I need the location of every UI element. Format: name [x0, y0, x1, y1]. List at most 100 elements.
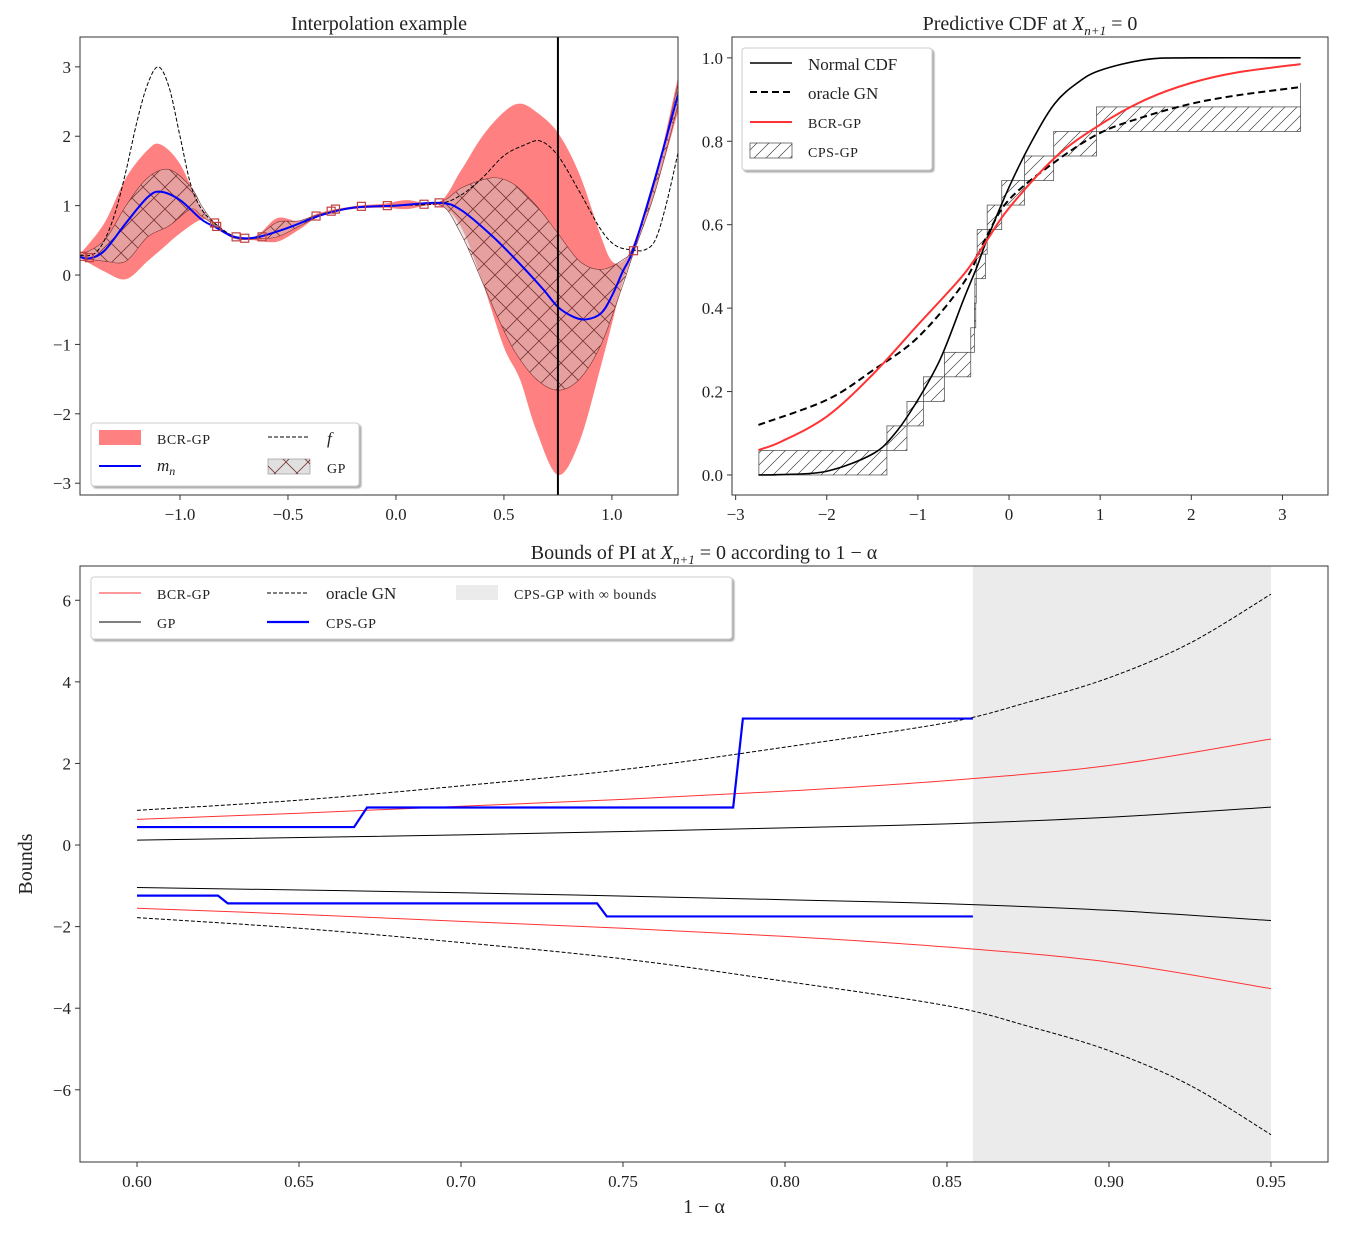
observation-marker: [382, 201, 392, 211]
x-tick-label: 0.5: [493, 505, 514, 524]
title-suffix: = 0 according to 1 − α: [695, 542, 878, 564]
oracle-gn-lower-bound-line: [136, 917, 1272, 1136]
chart-title: Interpolation example: [291, 13, 467, 35]
y-tick-label: 0.8: [702, 132, 723, 151]
x-tick-label: −1: [909, 505, 927, 524]
legend-label-oracle-gn: oracle GN: [326, 584, 396, 603]
observation-marker: [628, 246, 639, 256]
x-tick-label: 2: [1187, 505, 1196, 524]
y-tick-label: 0.2: [702, 383, 723, 402]
y-tick-label: 4: [63, 673, 72, 692]
legend-label-bcr-gp: BCR-GP: [157, 588, 211, 603]
axes-frame: [79, 565, 1329, 1163]
cps-gp-step: [906, 401, 924, 427]
gp-lower-bound-line: [137, 886, 1272, 921]
f-true-function-line: [80, 66, 678, 257]
legend-swatch-bcr-gp: [99, 430, 141, 445]
axes-frame: [79, 36, 679, 496]
y-tick-label: 2: [63, 127, 72, 146]
x-tick-label: 0.70: [446, 1172, 476, 1191]
cps-gp-step: [1096, 106, 1302, 132]
x-tick-label: −1.0: [165, 505, 196, 524]
x-tick-label: 0.90: [1094, 1172, 1124, 1191]
title-subscript: n+1: [1084, 23, 1106, 38]
x-tick-label: 0: [1005, 505, 1014, 524]
bcr-gp-upper-bound-line: [137, 738, 1272, 820]
legend-label-gp: GP: [327, 462, 346, 477]
x-tick-label: 1: [1096, 505, 1105, 524]
x-tick-label: −0.5: [273, 505, 304, 524]
legend-label-normal-cdf: Normal CDF: [808, 55, 897, 74]
y-tick-label: 2: [63, 754, 72, 773]
title-text: Interpolation example: [291, 13, 467, 35]
cps-gp-step: [970, 327, 975, 353]
y-axis-label: Bounds: [15, 833, 37, 894]
y-tick-label: 6: [63, 591, 72, 610]
posterior-mean-line: [80, 94, 678, 321]
x-tick-label: 0.60: [122, 1172, 152, 1191]
legend-label-bcr-gp: BCR-GP: [157, 433, 211, 448]
observation-marker: [434, 198, 444, 208]
legend-label-cps-gp: CPS-GP: [808, 146, 858, 161]
axes-frame: [731, 36, 1329, 496]
interpolation-example-panel: −1.0 −0.5 0.0 0.5 1.0 −3 −2 −1 0 1 2 3 Interpolation…: [53, 13, 679, 524]
legend-swatch-cps-gp: [749, 142, 793, 159]
legend: Normal CDF oracle GN BCR-GP CPS-GP: [741, 47, 933, 171]
chart-title: Predictive CDF at Xn+1 = 0: [923, 13, 1138, 38]
normal-cdf-line: [758, 56, 1301, 476]
observation-marker: [330, 204, 341, 214]
cps-gp-step: [943, 351, 972, 378]
observation-marker: [311, 211, 321, 221]
cps-gp-step: [886, 425, 908, 451]
x-tick-label: 0.95: [1256, 1172, 1286, 1191]
legend-label-oracle-gn: oracle GN: [808, 84, 878, 103]
y-tick-label: −4: [53, 999, 72, 1018]
y-tick-label: −6: [53, 1081, 71, 1100]
observation-marker: [257, 232, 267, 242]
legend: BCR-GP f mn GP: [90, 422, 360, 487]
chart-title: Bounds of PI at Xn+1 = 0 according to 1 …: [531, 542, 878, 567]
legend: BCR-GP GP oracle GN CPS-GP CPS-GP with ∞ bou…: [90, 576, 733, 640]
x-tick-label: −3: [727, 505, 745, 524]
oracle-gn-line: [758, 86, 1301, 426]
x-tick-label: 3: [1278, 505, 1287, 524]
title-text: Predictive CDF at: [923, 13, 1072, 35]
cps-gp-step: [974, 278, 977, 304]
cps-gp-lower-bound-line: [137, 894, 973, 918]
observation-marker: [356, 201, 366, 211]
bcr-gp-line: [758, 63, 1301, 451]
title-subscript: n+1: [673, 552, 695, 567]
x-tick-label: 0.65: [284, 1172, 314, 1191]
bcr-gp-band: [80, 77, 678, 476]
y-tick-label: 0.0: [702, 466, 723, 485]
cps-gp-step: [974, 302, 977, 329]
legend-label-infinite-region: CPS-GP with ∞ bounds: [514, 588, 657, 603]
observation-marker: [231, 232, 241, 242]
bcr-gp-lower-bound-line: [137, 907, 1272, 990]
y-tick-label: −1: [53, 335, 71, 354]
observation-marker: [84, 253, 94, 263]
title-suffix: = 0: [1106, 13, 1137, 35]
plot-area: [758, 56, 1302, 476]
legend-label-bcr-gp: BCR-GP: [808, 117, 862, 132]
cps-gp-upper-bound-line: [137, 717, 973, 829]
y-tick-label: 0: [63, 266, 72, 285]
y-tick-label: 1.0: [702, 49, 723, 68]
observation-marker: [80, 251, 88, 261]
gp-upper-bound-line: [137, 806, 1272, 841]
title-variable: X: [1071, 13, 1085, 35]
x-tick-label: 0.75: [608, 1172, 638, 1191]
legend-swatch-infinite-region: [456, 585, 498, 600]
title-text: Bounds of PI at: [531, 542, 661, 564]
y-tick-label: 1: [63, 197, 72, 216]
oracle-gn-upper-bound-line: [136, 593, 1272, 811]
x-tick-label: 0.0: [385, 505, 406, 524]
x-axis-label: 1 − α: [683, 1196, 725, 1218]
x-tick-label: 1.0: [601, 505, 622, 524]
y-tick-label: −2: [53, 918, 71, 937]
legend-label-cps-gp: CPS-GP: [326, 617, 376, 632]
y-tick-label: 0.6: [702, 216, 723, 235]
legend-label-mean-subscript: n: [169, 464, 175, 478]
cps-gp-step: [923, 376, 945, 402]
